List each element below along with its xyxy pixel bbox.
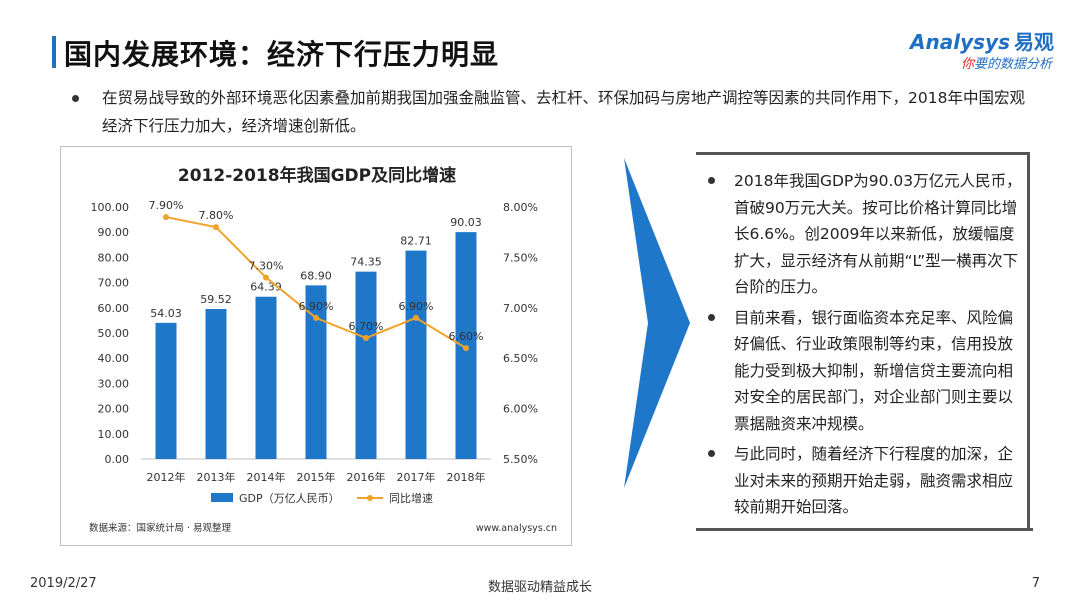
analysys-logo: Analysys 易观 你要的数据分析: [884, 26, 1054, 76]
gdp-bar: [255, 296, 277, 459]
logo-brand-prefix: A: [910, 30, 926, 54]
growth-rate-label: 7.90%: [149, 199, 184, 212]
summary-bracket-bottom: [696, 528, 1033, 531]
summary-bullet: 2018年我国GDP为90.03万亿元人民币，首破90万元大关。按可比价格计算同…: [706, 168, 1024, 301]
x-tick-label: 2017年: [397, 470, 436, 484]
summary-bullet-list: 2018年我国GDP为90.03万亿元人民币，首破90万元大关。按可比价格计算同…: [706, 168, 1024, 525]
growth-rate-label: 6.60%: [449, 330, 484, 343]
title-accent-bar: [52, 36, 56, 68]
gdp-chart-frame: 2012-2018年我国GDP及同比增速 0.00 10.00 20.00 30.00 4…: [60, 146, 572, 546]
footer-date: 2019/2/27: [30, 576, 97, 591]
y-right-tick-label: 8.00%: [503, 201, 538, 214]
y-right-tick-label: 7.50%: [503, 251, 538, 264]
chart-title: 2012-2018年我国GDP及同比增速: [178, 165, 456, 186]
growth-rate-label: 6.90%: [399, 300, 434, 313]
y-right-tick-label: 6.00%: [503, 403, 538, 416]
y-left-tick-label: 10.00: [98, 428, 130, 441]
gdp-bar: [355, 271, 377, 459]
footer-slogan: 数据驱动精益成长: [487, 580, 592, 595]
y-left-tick-label: 60.00: [98, 302, 130, 315]
bullet-dot: [708, 450, 715, 457]
growth-rate-label: 6.70%: [349, 320, 384, 333]
y-right-tick-label: 7.00%: [503, 302, 538, 315]
gdp-bar: [405, 250, 427, 459]
y-left-tick-label: 100.00: [91, 201, 130, 214]
x-tick-label: 2018年: [447, 470, 486, 484]
summary-bullet: 目前来看，银行面临资本充足率、风险偏好偏低、行业政策限制等约束，信用投放能力受到…: [706, 305, 1024, 438]
legend-growth-label: 同比增速: [389, 491, 433, 505]
growth-rate-point: [163, 214, 169, 221]
growth-rate-point: [463, 345, 469, 352]
y-left-tick-label: 30.00: [98, 377, 130, 390]
growth-rate-label: 7.30%: [249, 260, 284, 273]
gdp-bar-label: 90.03: [450, 216, 482, 229]
gdp-bar: [155, 322, 177, 459]
growth-rate-point: [313, 314, 319, 321]
summary-bullet-text: 2018年我国GDP为90.03万亿元人民币，首破90万元大关。按可比价格计算同…: [734, 172, 1022, 296]
gdp-bar-label: 68.90: [300, 269, 332, 282]
y-left-tick-label: 20.00: [98, 403, 130, 416]
summary-bullet-text: 与此同时，随着经济下行程度的加深，企业对未来的预期开始走弱，融资需求相应较前期开…: [734, 445, 1014, 516]
x-tick-label: 2013年: [197, 470, 236, 484]
logo-tagline: 你要的数据分析: [961, 53, 1052, 72]
logo-brand-name: nalysys: [925, 30, 1010, 54]
summary-bullet-text: 目前来看，银行面临资本充足率、风险偏好偏低、行业政策限制等约束，信用投放能力受到…: [734, 308, 1014, 433]
gdp-chart: 2012-2018年我国GDP及同比增速 0.00 10.00 20.00 30.00 4…: [89, 165, 557, 534]
arrow-shape: [624, 158, 690, 488]
growth-rate-label: 7.80%: [199, 209, 234, 222]
growth-rate-point: [363, 335, 369, 342]
gdp-bar: [205, 309, 227, 459]
y-left-tick-label: 50.00: [98, 327, 130, 340]
summary-bullet: 与此同时，随着经济下行程度的加深，企业对未来的预期开始走弱，融资需求相应较前期开…: [706, 441, 1024, 521]
logo-tagline-rest: 要的数据分析: [973, 57, 1052, 72]
growth-rate-point: [413, 314, 419, 321]
gdp-bar: [305, 285, 327, 459]
chart-site: www.analysys.cn: [476, 523, 557, 534]
legend-gdp-label: GDP（万亿人民币）: [239, 492, 340, 505]
footer-page-number: 7: [1031, 576, 1040, 591]
gdp-bar-label: 59.52: [200, 293, 232, 306]
x-tick-label: 2012年: [147, 470, 186, 484]
legend-growth-marker: [367, 495, 373, 501]
y-left-tick-label: 70.00: [98, 277, 130, 290]
legend-gdp-swatch: [211, 493, 233, 502]
x-tick-label: 2015年: [297, 470, 336, 484]
chart-source: 数据来源：国家统计局 · 易观整理: [89, 522, 232, 534]
bullet-dot: [708, 313, 715, 321]
y-left-tick-label: 0.00: [105, 453, 130, 466]
x-tick-label: 2014年: [247, 470, 286, 484]
logo-tagline-red: 你: [960, 57, 974, 72]
logo-brand-cn: 易观: [1014, 30, 1054, 54]
y-left-tick-label: 80.00: [98, 251, 130, 264]
bullet-dot: [708, 177, 715, 184]
gdp-bar-label: 54.03: [150, 307, 182, 320]
y-right-tick-label: 5.50%: [503, 453, 538, 466]
summary-bracket: [696, 152, 1030, 530]
y-left-tick-label: 90.00: [98, 226, 130, 239]
growth-rate-point: [263, 274, 269, 281]
x-tick-label: 2016年: [347, 470, 386, 484]
y-right-tick-label: 6.50%: [503, 352, 538, 365]
y-left-tick-label: 40.00: [98, 352, 130, 365]
intro-paragraph: 在贸易战导致的外部环境恶化因素叠加前期我国加强金融监管、去杠杆、环保加码与房地产…: [102, 89, 1025, 135]
growth-rate-label: 6.90%: [299, 300, 334, 313]
gdp-bar-label: 74.35: [350, 256, 382, 269]
logo-brand: Analysys 易观: [910, 26, 1054, 55]
growth-rate-point: [213, 224, 219, 231]
gdp-bar-label: 82.71: [400, 235, 432, 248]
intro-bullet-dot: [72, 95, 79, 102]
page-title: 国内发展环境：经济下行压力明显: [64, 38, 500, 71]
